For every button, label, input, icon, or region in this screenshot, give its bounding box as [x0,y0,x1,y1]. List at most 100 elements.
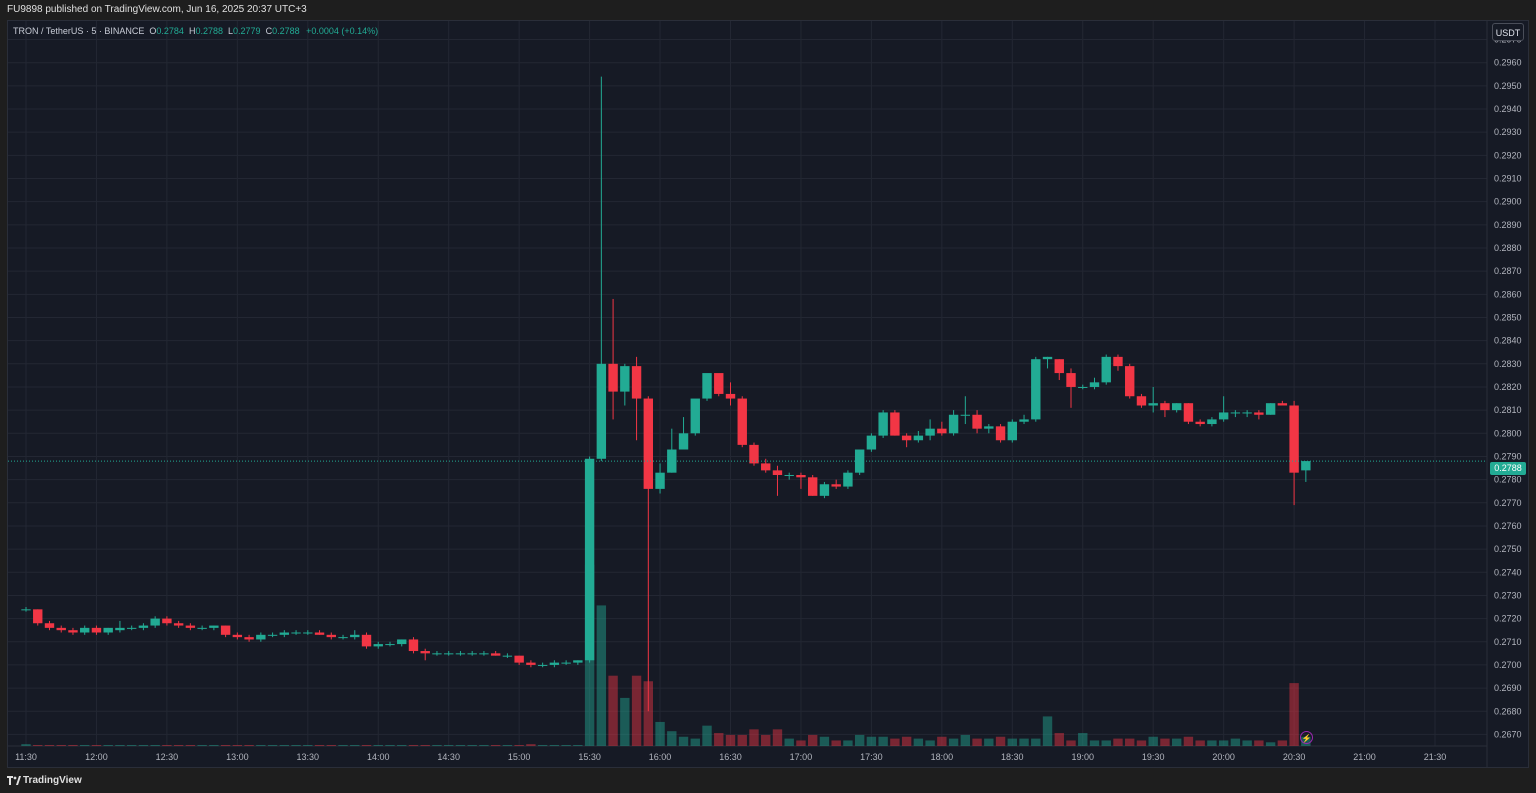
candle-body [115,627,125,631]
volume-bar [162,745,172,746]
volume-bar [561,745,571,746]
candle-body [1230,412,1241,414]
volume-bar [1078,733,1088,746]
volume-bar [126,745,137,746]
candle-body [33,609,43,624]
volume-bar [843,740,853,746]
candle-body [338,637,348,639]
high-label: H [188,26,196,36]
candle-body [514,655,524,663]
candle-body [385,644,395,646]
candle-body [831,484,841,487]
x-tick-label: 17:30 [860,752,883,762]
volume-bar [1218,740,1229,746]
y-tick-label: 0.2840 [1494,336,1522,346]
chart-pane[interactable] [7,20,1529,768]
volume-bar [502,745,513,746]
candle-body [772,470,783,475]
x-tick-label: 21:30 [1424,752,1447,762]
candle-body [714,373,724,394]
volume-bar [1042,716,1053,746]
candle-body [56,627,66,631]
candle-body [1265,403,1276,415]
candle-body [138,625,149,628]
candle-body [279,632,290,635]
candle-body [1160,403,1170,411]
candle-body [1042,356,1053,360]
candle-body [620,366,630,392]
tradingview-logo-icon[interactable] [7,776,21,785]
volume-bar [995,736,1006,746]
y-tick-label: 0.2870 [1494,266,1522,276]
y-tick-label: 0.2860 [1494,289,1522,299]
volume-bar [220,745,231,746]
x-tick-label: 21:00 [1353,752,1376,762]
volume-bar [314,745,325,746]
volume-bar [620,697,630,746]
x-tick-label: 14:00 [367,752,390,762]
candle-body [244,637,254,640]
candle-body [408,639,419,652]
y-tick-label: 0.2780 [1494,475,1522,485]
volume-bar [350,745,360,746]
candle-body [995,426,1006,441]
candle-body [185,625,196,628]
volume-bar [267,745,278,746]
y-tick-label: 0.2930 [1494,127,1522,137]
close-label: C [265,26,273,36]
candle-body [737,398,747,445]
symbol-label[interactable]: TRON / TetherUS · 5 · BINANCE [13,26,145,36]
footer-bar: TradingView [0,768,1536,793]
candle-body [1277,403,1288,406]
candle-body [702,373,712,399]
tradingview-brand[interactable]: TradingView [23,775,82,786]
volume-bar [1031,738,1041,746]
volume-bar [1066,740,1076,746]
candle-body [490,653,501,656]
low-label: L [228,26,234,36]
y-tick-label: 0.2760 [1494,521,1522,531]
close-value: 0.2788 [272,26,300,36]
candle-body [267,634,278,636]
candle-body [984,426,994,429]
x-tick-label: 16:30 [719,752,742,762]
candle-body [749,444,759,464]
candle-body [1113,356,1123,367]
volume-bar [737,734,747,746]
volume-bar [643,681,654,746]
volume-bar [913,738,924,746]
candle-body [925,428,935,436]
volume-bar [678,736,689,746]
volume-bar [1160,738,1170,746]
volume-bar [1019,738,1029,746]
volume-bar [21,744,31,746]
volume-bar [937,736,947,746]
candle-body [326,634,336,638]
candle-body [573,660,583,663]
volume-bar [338,745,348,746]
candle-body [397,639,407,645]
candle-body [197,627,207,629]
x-tick-label: 13:30 [297,752,320,762]
volume-bar [714,733,724,746]
low-value: 0.2779 [233,26,261,36]
x-tick-label: 12:30 [156,752,179,762]
currency-unit-button[interactable]: USDT [1492,23,1524,41]
volume-bar [1195,740,1205,746]
volume-bar [1148,736,1158,746]
candle-body [1183,403,1194,422]
candle-body [361,634,372,647]
x-tick-label: 17:00 [790,752,813,762]
volume-bar [890,738,900,746]
volume-bar [749,729,759,746]
published-header: FU9898 published on TradingView.com, Jun… [0,0,1536,20]
volume-bar [1007,738,1017,746]
published-text: FU9898 published on TradingView.com, Jun… [7,4,307,15]
y-tick-label: 0.2820 [1494,382,1522,392]
candle-body [843,472,853,487]
volume-bar [878,736,888,746]
lightning-bolt-icon[interactable]: ⚡ [1300,731,1313,744]
x-tick-label: 20:00 [1212,752,1235,762]
candle-body [1136,396,1147,406]
